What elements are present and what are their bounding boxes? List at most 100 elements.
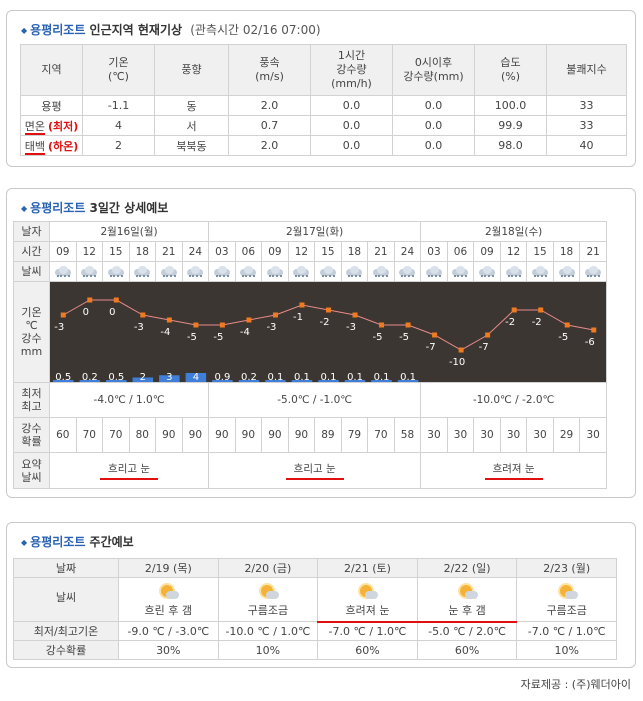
precip-label: 0.1 xyxy=(347,372,363,382)
bullet-icon: ◆ xyxy=(21,204,28,213)
chart-svg: -3 0 0 -3 -4 -5 -5 -4 -3 -1 -2 -3 -5 -5 -7 -10 -7 -2 -2 -5 -… xyxy=(53,297,597,382)
prob-label: 강수 확률 xyxy=(13,417,50,453)
cloud-snow-icon xyxy=(371,265,391,278)
section-title: 3일간 상세예보 xyxy=(89,201,169,215)
minmax-label: 최저 최고 xyxy=(13,382,50,418)
temperature-point xyxy=(326,307,331,313)
precip-bar xyxy=(291,380,313,382)
precip-label: 2 xyxy=(140,372,146,382)
forecast-time: 12 xyxy=(499,241,528,262)
table-row: 용평 -1.1 동 2.0 0.0 0.0 100.0 33 xyxy=(20,95,627,116)
precip-prob-cell: 90 xyxy=(234,417,263,453)
weekly-forecast-title: ◆ 용평리조트 주간예보 xyxy=(21,533,134,550)
precip-label: 4 xyxy=(193,372,199,382)
precip-bar xyxy=(397,380,419,382)
temperature-label: -3 xyxy=(54,322,64,333)
forecast-day-minmax: -10.0℃ / -2.0℃ xyxy=(420,382,607,418)
detail-forecast-table: 날자 2월16일(월) 2월17일(화) 2월18일(수) 시간 09 12 15 18 21 2… xyxy=(13,221,607,489)
weekly-weather-text: 흐려져 눈 xyxy=(345,603,390,617)
temperature-label: -1 xyxy=(293,312,303,323)
forecast-day-summary: 흐려져 눈 xyxy=(484,461,543,480)
forecast-time: 12 xyxy=(75,241,104,262)
weekly-weather-cell: 구름조금 xyxy=(217,577,319,622)
cloud-snow-icon xyxy=(265,265,285,278)
cloud-snow-icon xyxy=(132,265,152,278)
cloud-snow-icon xyxy=(344,265,364,278)
current-weather-table: 지역 기온 (℃) 풍향 풍속 (m/s) 1시간 강수량 (mm/h) 0시이후 강수량(mm) 습… xyxy=(20,44,627,156)
bullet-icon: ◆ xyxy=(21,538,28,547)
temp-cell: -1.1 xyxy=(82,95,155,116)
precip-label: 0.1 xyxy=(267,372,283,382)
precip-day-cell: 0.0 xyxy=(392,135,475,156)
forecast-weather-cell xyxy=(526,261,554,282)
temperature-point xyxy=(246,317,252,323)
precip-label: 3 xyxy=(166,372,172,382)
precip-prob-cell: 30 xyxy=(499,417,528,453)
resort-name: 용평리조트 xyxy=(30,535,86,549)
forecast-weather-cell xyxy=(579,261,607,282)
precip-prob-cell: 29 xyxy=(552,417,581,453)
weekly-weather-text: 흐린 후 갬 xyxy=(144,604,193,617)
temperature-point xyxy=(538,307,544,313)
temperature-point xyxy=(485,332,491,338)
region-tag: (최저) xyxy=(47,119,79,133)
date-label: 날자 xyxy=(13,221,50,242)
precip-prob-cell: 70 xyxy=(75,417,104,453)
weekly-prob-cell: 60% xyxy=(317,640,418,660)
precip-label: 0.1 xyxy=(321,372,337,382)
temperature-label: -7 xyxy=(426,342,436,353)
humidity-cell: 100.0 xyxy=(474,95,547,116)
wind-speed-cell: 0.7 xyxy=(228,115,311,136)
weekly-forecast-table: 날짜 2/19 (목) 2/20 (금) 2/21 (토) 2/22 (일) 2/23 (… xyxy=(13,558,617,660)
precip-prob-cell: 60 xyxy=(49,417,77,453)
temperature-point xyxy=(113,297,119,303)
forecast-weather-cell xyxy=(75,261,104,282)
weekly-weather-cell: 눈 후 갬 xyxy=(416,577,518,623)
forecast-time: 21 xyxy=(579,241,607,262)
column-header: 풍향 xyxy=(154,44,229,96)
weather-label: 날씨 xyxy=(13,261,50,282)
forecast-time: 24 xyxy=(181,241,210,262)
forecast-weather-cell xyxy=(446,261,475,282)
precip-prob-cell: 30 xyxy=(579,417,607,453)
precip-bar xyxy=(53,380,74,382)
precip-prob-cell: 30 xyxy=(420,417,448,453)
wind-dir-cell: 동 xyxy=(154,95,229,116)
forecast-weather-cell xyxy=(287,261,316,282)
temperature-label: -3 xyxy=(346,322,356,333)
forecast-time: 21 xyxy=(367,241,395,262)
temperature-label: -5 xyxy=(213,332,223,343)
temperature-label: -5 xyxy=(399,332,409,343)
temperature-label: -3 xyxy=(134,322,144,333)
precip-label: 0.2 xyxy=(241,372,257,382)
precip-prob-cell: 90 xyxy=(261,417,289,453)
forecast-weather-cell xyxy=(314,261,342,282)
precip-prob-cell: 30 xyxy=(473,417,501,453)
region-cell: 면온 (최저) xyxy=(20,115,83,136)
temp-precip-label: 기온 ℃ 강수 mm xyxy=(13,281,50,383)
wind-speed-cell: 2.0 xyxy=(228,95,311,116)
weekly-minmax-label: 최저/최고기온 xyxy=(13,621,119,641)
precip-label: 0.5 xyxy=(55,372,71,382)
forecast-time: 15 xyxy=(314,241,342,262)
region-name: 용평 xyxy=(41,99,62,113)
region-cell: 용평 xyxy=(20,95,83,116)
cloud-snow-icon xyxy=(238,265,258,278)
precip-label: 0.1 xyxy=(400,372,416,382)
weekly-prob-cell: 30% xyxy=(118,640,219,660)
forecast-weather-cell xyxy=(261,261,289,282)
forecast-time: 09 xyxy=(473,241,501,262)
forecast-time: 06 xyxy=(446,241,475,262)
weekly-day-date: 2/21 (토) xyxy=(317,558,418,578)
forecast-weather-cell xyxy=(49,261,77,282)
temperature-point xyxy=(272,312,278,318)
forecast-day-summary-cell: 흐려져 눈 xyxy=(420,452,607,489)
precip-prob-cell: 58 xyxy=(393,417,422,453)
precip-prob-cell: 90 xyxy=(287,417,316,453)
column-header: 1시간 강수량 (mm/h) xyxy=(310,44,393,96)
cloud-snow-icon xyxy=(185,265,205,278)
precip-bar xyxy=(132,377,154,382)
cloud-snow-icon xyxy=(450,265,470,278)
precip-day-cell: 0.0 xyxy=(392,115,475,136)
weekly-day-date: 2/19 (목) xyxy=(118,558,219,578)
